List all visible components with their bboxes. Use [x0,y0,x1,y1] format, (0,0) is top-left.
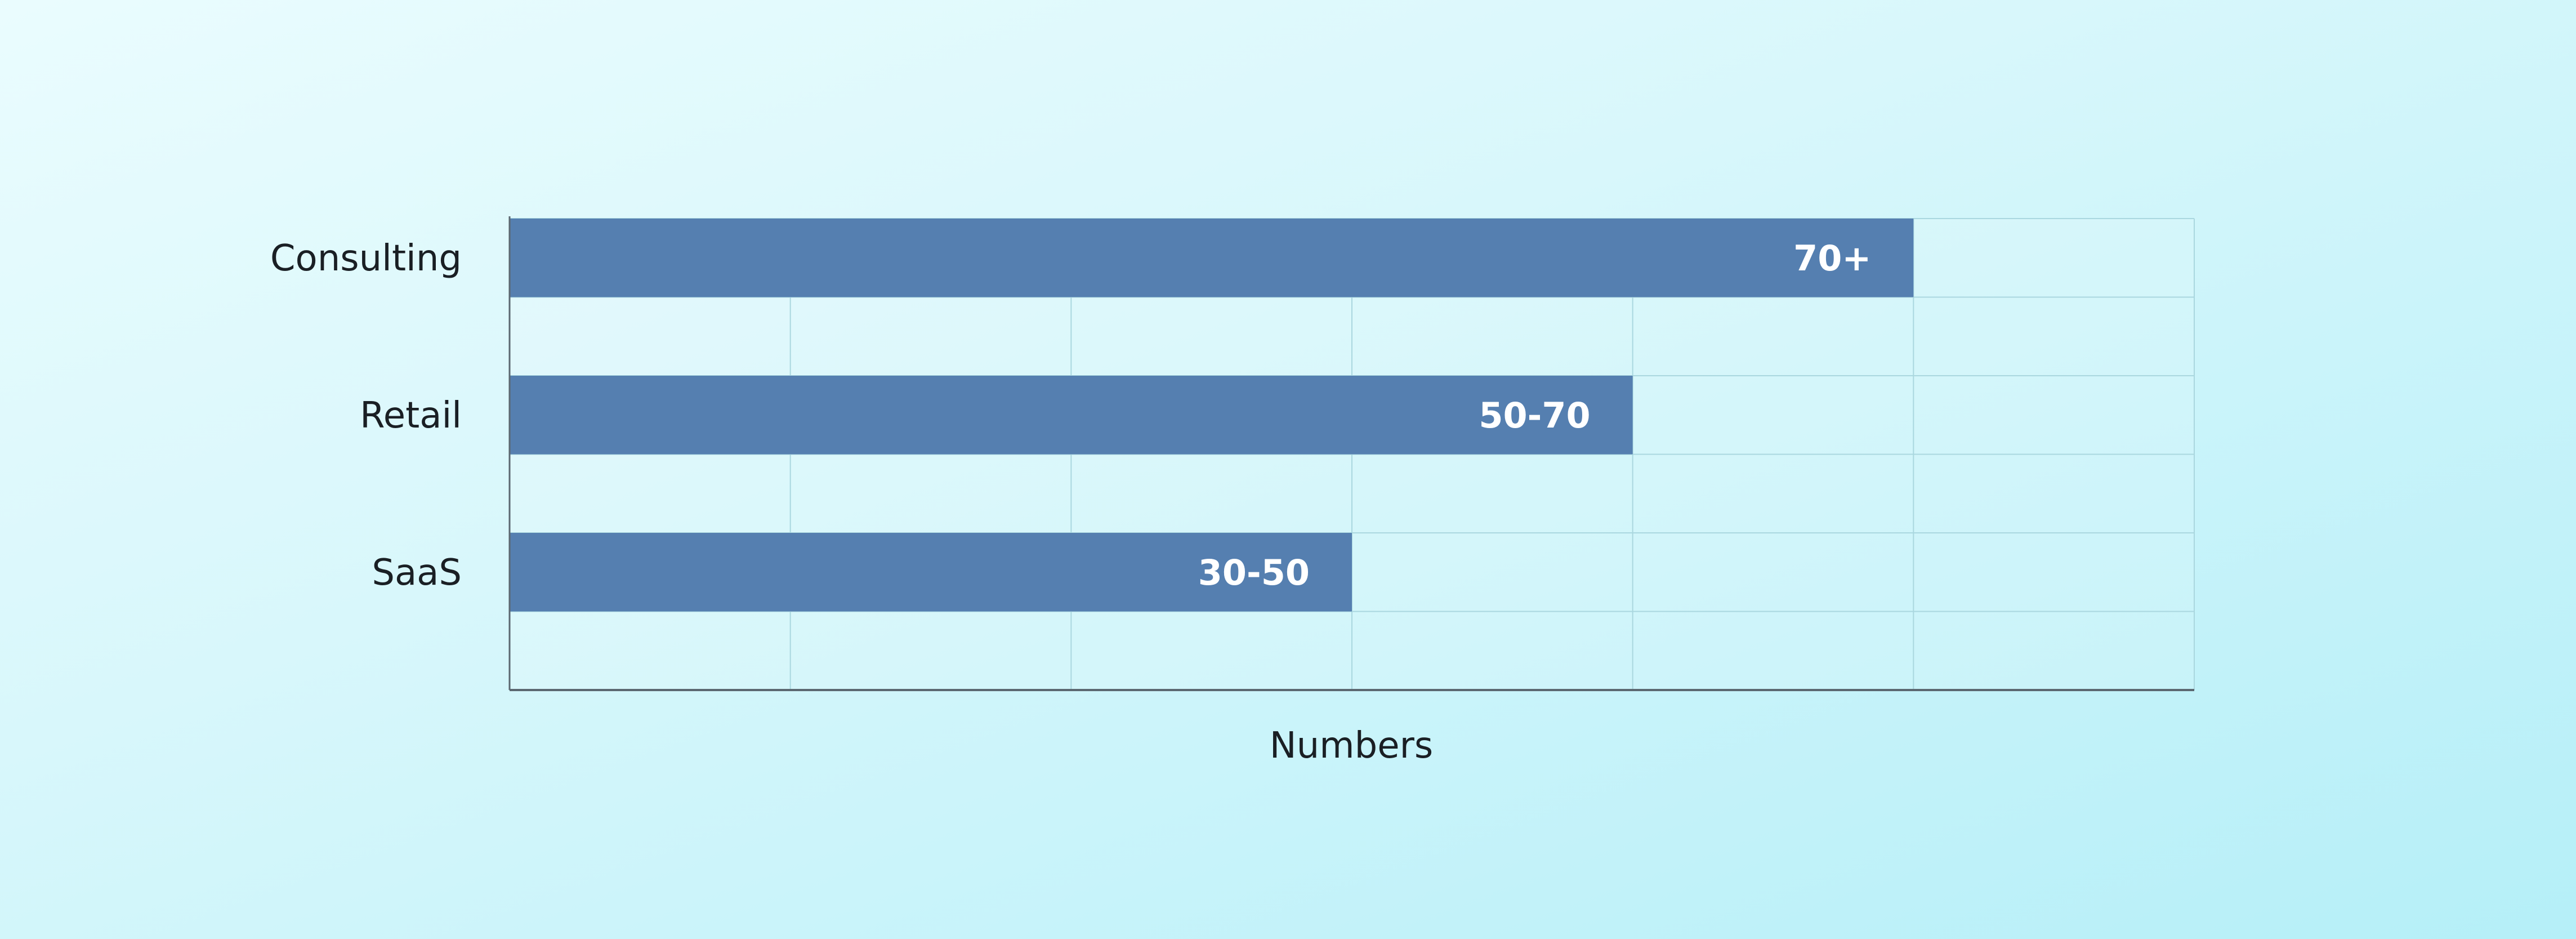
category-label: Consulting [270,238,462,279]
labels: Consulting 70+ Retail 50-70 SaaS 30-50 [270,238,1871,594]
x-axis-title: Numbers [1270,725,1433,767]
category-label: SaaS [372,552,462,594]
axes [508,216,2194,691]
data-label: 50-70 [1479,395,1590,436]
bar-consulting [510,219,1914,297]
category-label: Retail [360,395,462,437]
bar-saas [510,533,1352,612]
data-label: 30-50 [1198,552,1310,593]
bars [510,219,1914,612]
bar-retail [510,376,1633,455]
data-label: 70+ [1793,238,1871,279]
